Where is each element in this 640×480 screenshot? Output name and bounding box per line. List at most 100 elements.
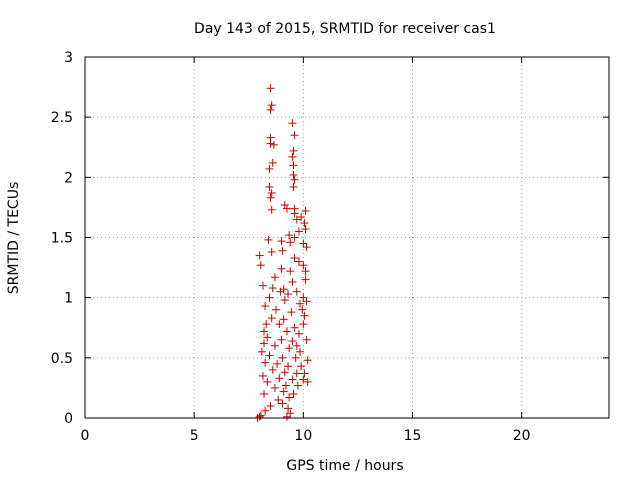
- x-tick-label: 20: [513, 428, 531, 444]
- data-point: [268, 158, 277, 167]
- data-point: [286, 267, 295, 276]
- data-point: [290, 323, 299, 332]
- data-point: [261, 302, 270, 311]
- data-point: [270, 273, 279, 282]
- data-point: [282, 412, 291, 421]
- data-point: [268, 284, 277, 293]
- data-point: [285, 344, 294, 353]
- data-point: [303, 377, 312, 386]
- data-point: [284, 362, 293, 371]
- data-point: [289, 182, 298, 191]
- data-point: [279, 315, 288, 324]
- data-point: [302, 297, 311, 306]
- data-point: [277, 335, 286, 344]
- data-point: [266, 401, 275, 410]
- data-point: [263, 333, 272, 342]
- x-axis-label: GPS time / hours: [286, 458, 403, 474]
- data-point: [290, 175, 299, 184]
- data-point: [300, 311, 309, 320]
- data-point: [265, 351, 274, 360]
- data-point: [264, 235, 273, 244]
- data-point: [302, 243, 311, 252]
- data-point: [267, 314, 276, 323]
- data-point: [298, 305, 307, 314]
- data-point: [288, 375, 297, 384]
- data-point: [263, 377, 272, 386]
- x-tick-label: 10: [294, 428, 312, 444]
- data-point: [291, 353, 300, 362]
- data-point: [302, 335, 311, 344]
- data-point: [261, 358, 270, 367]
- data-point: [265, 293, 274, 302]
- y-tick-label: 1: [64, 291, 73, 307]
- data-point: [266, 139, 275, 148]
- data-point: [287, 308, 296, 317]
- data-point: [258, 281, 267, 290]
- grid-lines: [85, 57, 609, 418]
- data-point: [299, 239, 308, 248]
- data-point: [299, 261, 308, 270]
- data-point: [255, 251, 264, 260]
- data-point: [267, 188, 276, 197]
- y-tick-label: 1.5: [51, 231, 73, 247]
- data-point: [257, 347, 266, 356]
- data-point: [290, 209, 299, 218]
- data-point: [288, 119, 297, 128]
- data-point: [299, 293, 308, 302]
- data-point: [292, 215, 301, 224]
- data-point: [270, 341, 279, 350]
- data-point: [286, 238, 295, 247]
- data-point: [294, 257, 303, 266]
- data-point: [285, 393, 294, 402]
- data-point: [278, 246, 287, 255]
- data-point: [266, 84, 275, 93]
- data-point: [272, 305, 281, 314]
- y-tick-label: 2: [64, 170, 73, 186]
- data-point: [284, 404, 293, 413]
- x-tick-label: 5: [190, 428, 199, 444]
- data-point: [294, 227, 303, 236]
- data-point: [280, 296, 289, 305]
- y-axis-label: SRMTID / TECUs: [6, 182, 22, 295]
- data-point: [294, 329, 303, 338]
- data-point: [303, 356, 312, 365]
- data-point: [275, 374, 284, 383]
- data-point: [293, 381, 302, 390]
- data-point: [270, 383, 279, 392]
- data-point: [278, 399, 287, 408]
- data-point: [275, 320, 284, 329]
- data-point: [282, 327, 291, 336]
- axis-ticks: 0 5 10 15 20 0 0.5 1 1.5 2 2.5 3: [51, 50, 609, 444]
- data-point: [292, 287, 301, 296]
- data-point: [296, 347, 305, 356]
- data-point: [280, 201, 289, 210]
- data-point: [282, 204, 291, 213]
- y-tick-label: 0: [64, 411, 73, 427]
- data-point: [289, 389, 298, 398]
- data-point: [260, 327, 269, 336]
- data-point: [265, 164, 274, 173]
- data-point: [269, 140, 278, 149]
- plot-frame: [84, 56, 610, 419]
- data-point: [261, 406, 270, 415]
- y-tick-label: 3: [64, 50, 73, 66]
- data-point: [281, 381, 290, 390]
- data-point: [288, 336, 297, 345]
- data-point: [297, 362, 306, 371]
- chart-title: Day 143 of 2015, SRMTID for receiver cas…: [194, 21, 496, 37]
- data-point: [301, 275, 310, 284]
- data-point: [279, 285, 288, 294]
- data-point: [292, 341, 301, 350]
- data-point: [288, 152, 297, 161]
- data-point: [280, 368, 289, 377]
- data-point: [290, 233, 299, 242]
- data-point: [268, 365, 277, 374]
- data-point: [256, 261, 265, 270]
- data-point: [296, 299, 305, 308]
- data-point: [267, 101, 276, 110]
- data-point: [273, 359, 282, 368]
- data-point: [289, 146, 298, 155]
- data-point: [260, 389, 269, 398]
- data-point: [297, 213, 306, 222]
